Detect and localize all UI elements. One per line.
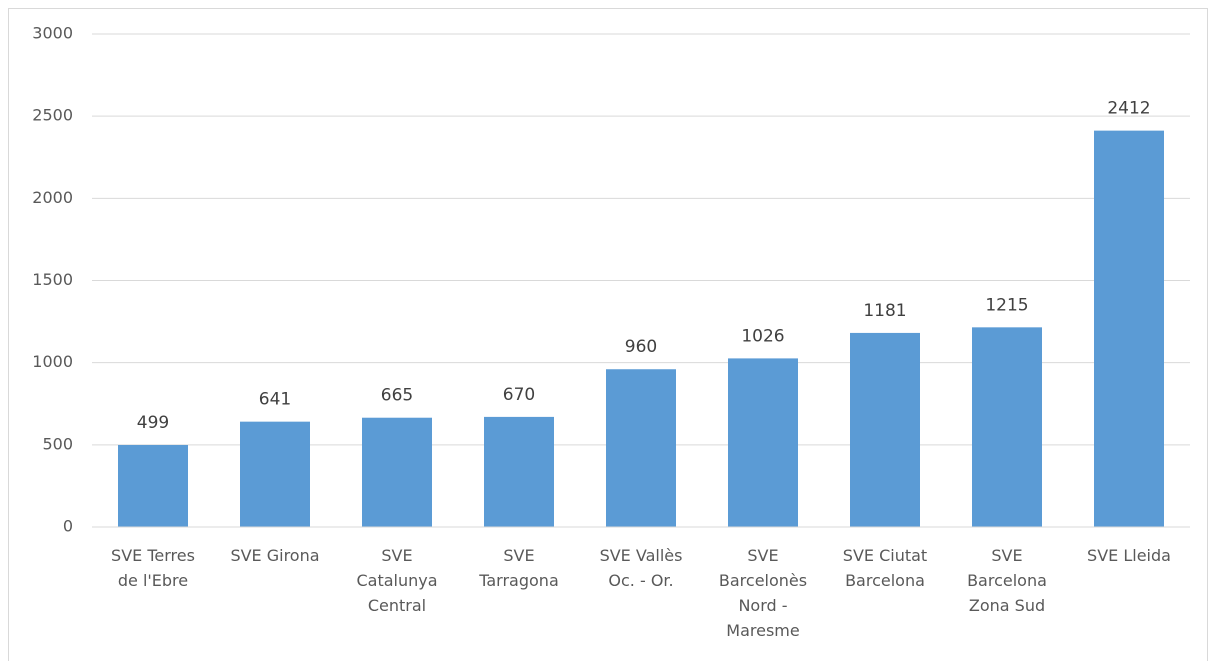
bar: [240, 421, 310, 527]
bar: [118, 444, 188, 527]
y-tick-label: 1000: [32, 352, 73, 371]
x-tick-label: SVE Catalunya Central: [356, 546, 437, 615]
x-tick-label: SVE Vallès Oc. - Or.: [600, 546, 683, 590]
x-tick-label: SVE Ciutat Barcelona: [843, 546, 927, 590]
x-tick-label: SVE Barcelona Zona Sud: [967, 546, 1047, 615]
bar: [1094, 130, 1164, 528]
bar: [606, 369, 676, 527]
value-label: 960: [625, 337, 657, 357]
x-tick-label: SVE Barcelonès Nord -Maresme: [719, 546, 807, 640]
x-tick-label: SVE Lleida: [1087, 546, 1171, 565]
value-label: 641: [259, 390, 291, 410]
value-label: 665: [381, 386, 413, 406]
value-label: 670: [503, 385, 535, 405]
bar: [972, 327, 1042, 527]
y-tick-label: 1500: [32, 270, 73, 289]
bar: [728, 358, 798, 527]
value-label: 1215: [985, 295, 1028, 315]
y-tick-label: 3000: [32, 24, 73, 43]
x-tick-label: SVE Girona: [230, 546, 319, 565]
y-tick-label: 2000: [32, 188, 73, 207]
bar: [362, 417, 432, 527]
y-tick-label: 2500: [32, 106, 73, 125]
bar: [850, 332, 920, 527]
x-tick-label: SVE Terres de l'Ebre: [111, 546, 195, 590]
bar: [484, 416, 554, 527]
value-label: 2412: [1107, 99, 1150, 119]
value-label: 499: [137, 413, 169, 433]
y-tick-label: 500: [42, 434, 73, 453]
value-label: 1181: [863, 301, 906, 321]
value-label: 1026: [741, 326, 784, 346]
y-tick-label: 0: [63, 517, 73, 536]
x-tick-label: SVE Tarragona: [478, 546, 559, 590]
